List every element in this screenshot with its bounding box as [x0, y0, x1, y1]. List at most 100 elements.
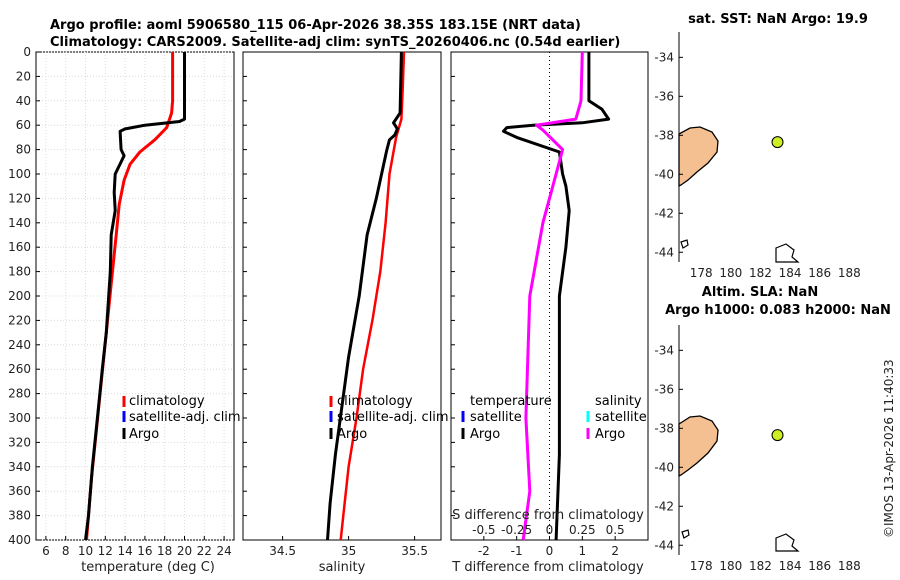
title-line-2: Climatology: CARS2009. Satellite-adj cli… — [50, 35, 620, 50]
lon-tick-label: 186 — [808, 559, 831, 573]
legend-argo: Argo — [470, 427, 500, 442]
t-difference-xlabel: T difference from climatology — [451, 560, 644, 575]
legend-argo: Argo — [129, 427, 159, 442]
sst-map-title: sat. SST: NaN Argo: 19.9 — [688, 12, 868, 27]
sst-map-lat-ticks: -34 -36 -38 -40 -42 -44 — [654, 50, 683, 259]
depth-tick-labels: 0 20 40 60 80 100 120 140 160 180 200 220 240 260 280 3… — [8, 45, 31, 547]
temperature-xlabel: temperature (deg C) — [81, 560, 215, 575]
lon-tick-label: 180 — [719, 266, 742, 280]
salinity-axes-box — [242, 51, 442, 541]
x-tick-label: 24 — [216, 544, 231, 558]
imos-credit: ©IMOS 13-Apr-2026 11:40:33 — [882, 359, 896, 538]
title-line-1: Argo profile: aoml 5906580_115 06-Apr-20… — [50, 18, 581, 33]
depth-tick-label: 300 — [8, 411, 31, 425]
salinity-legend: climatology satellite-adj. clim Argo — [329, 394, 449, 442]
lat-tick-label: -38 — [654, 128, 674, 142]
sst-map: sat. SST: NaN Argo: 19.9 -34 -36 -38 -40 -42… — [654, 12, 879, 280]
temperature-lines — [36, 51, 186, 541]
temperature-tick-labels: 6 8 10 12 14 16 18 20 22 24 — [42, 536, 232, 558]
depth-tick-label: 60 — [16, 118, 31, 132]
lon-tick-label: 188 — [838, 559, 861, 573]
lon-tick-label: 178 — [690, 266, 713, 280]
sla-map-lon-ticks: 178 180 182 184 186 188 — [690, 559, 861, 573]
argo-float-marker — [771, 429, 784, 442]
sla-map-title: Altim. SLA: NaN — [702, 285, 818, 300]
s-diff-tick-label: 0.25 — [569, 523, 596, 537]
north-island-landmass — [678, 126, 719, 188]
s-diff-tick-label: 0 — [546, 523, 554, 537]
lon-tick-label: 182 — [749, 266, 772, 280]
legend-temperature-heading: temperature — [470, 394, 552, 409]
s-difference-label: S difference from climatology — [452, 508, 644, 523]
x-tick-label: 18 — [157, 544, 172, 558]
chatham-islands-outline — [775, 533, 800, 552]
legend-salinity-argo: Argo — [595, 427, 625, 442]
salinity-argo-line — [326, 51, 403, 541]
s-diff-tick-label: -0.25 — [501, 523, 532, 537]
islet-outline — [681, 529, 690, 539]
legend-argo: Argo — [337, 427, 367, 442]
lat-tick-label: -34 — [654, 343, 674, 357]
temperature-legend: climatology satellite-adj. clim Argo — [122, 394, 241, 442]
depth-tick-label: 200 — [8, 289, 31, 303]
depth-tick-label: 0 — [23, 45, 31, 59]
depth-tick-label: 220 — [8, 313, 31, 327]
depth-tick-label: 180 — [8, 265, 31, 279]
difference-lines — [451, 51, 611, 541]
lat-tick-label: -36 — [654, 89, 674, 103]
salinity-lines — [243, 51, 406, 541]
s-diff-tick-label: 0.5 — [606, 523, 625, 537]
x-tick-label: 20 — [177, 544, 192, 558]
temperature-diff-legend: temperature satellite Argo — [461, 394, 552, 442]
salinity-xlabel: salinity — [319, 560, 366, 575]
lat-tick-label: -36 — [654, 382, 674, 396]
lat-tick-label: -34 — [654, 50, 674, 64]
chatham-islands-outline — [775, 243, 800, 263]
sla-map-subtitle: Argo h1000: 0.083 h2000: NaN — [665, 303, 891, 318]
sst-map-float-position — [771, 136, 784, 149]
depth-tick-label: 380 — [8, 509, 31, 523]
lat-tick-label: -44 — [654, 245, 674, 259]
depth-tick-label: 240 — [8, 338, 31, 352]
t-difference-tick-labels: -2 -1 0 1 2 — [478, 536, 619, 558]
depth-tick-label: 280 — [8, 387, 31, 401]
temperature-argo-line — [84, 52, 186, 541]
legend-satellite-adj: satellite-adj. clim — [129, 410, 241, 425]
x-tick-label: 35.5 — [401, 544, 428, 558]
lon-tick-label: 186 — [808, 266, 831, 280]
legend-salinity-heading: salinity — [595, 394, 642, 409]
depth-tick-label: 100 — [8, 167, 31, 181]
depth-tick-label: 40 — [16, 94, 31, 108]
lat-tick-label: -40 — [654, 460, 674, 474]
s-diff-tick-label: -0.5 — [472, 523, 495, 537]
lon-tick-label: 180 — [719, 559, 742, 573]
x-tick-label: 16 — [137, 544, 152, 558]
salinity-tick-labels: 34.5 35 35.5 — [269, 536, 428, 558]
lon-tick-label: 184 — [779, 559, 802, 573]
lon-tick-label: 182 — [749, 559, 772, 573]
x-tick-label: 34.5 — [269, 544, 296, 558]
depth-tick-label: 340 — [8, 460, 31, 474]
salinity-diff-legend: salinity satellite Argo — [586, 394, 647, 442]
x-tick-label: -2 — [478, 544, 490, 558]
sst-map-lon-ticks: 178 180 182 184 186 188 — [690, 266, 861, 280]
north-island-landmass — [678, 415, 719, 478]
x-tick-label: 2 — [611, 544, 619, 558]
x-tick-label: 0 — [546, 544, 554, 558]
x-tick-label: 14 — [117, 544, 132, 558]
depth-tick-label: 80 — [16, 143, 31, 157]
depth-tick-label: 120 — [8, 191, 31, 205]
temperature-grid — [36, 51, 234, 541]
sst-map-land — [678, 126, 800, 263]
legend-climatology: climatology — [129, 394, 205, 409]
x-tick-label: 22 — [197, 544, 212, 558]
lat-tick-label: -44 — [654, 538, 674, 552]
salinity-climatology-line — [339, 51, 406, 541]
x-tick-label: -1 — [511, 544, 523, 558]
legend-salinity-satellite: satellite — [595, 410, 647, 425]
lon-tick-label: 178 — [690, 559, 713, 573]
temperature-panel: 0 20 40 60 80 100 120 140 160 180 200 220 240 260 280 3… — [8, 45, 241, 575]
depth-tick-label: 400 — [8, 533, 31, 547]
lat-tick-label: -42 — [654, 206, 674, 220]
